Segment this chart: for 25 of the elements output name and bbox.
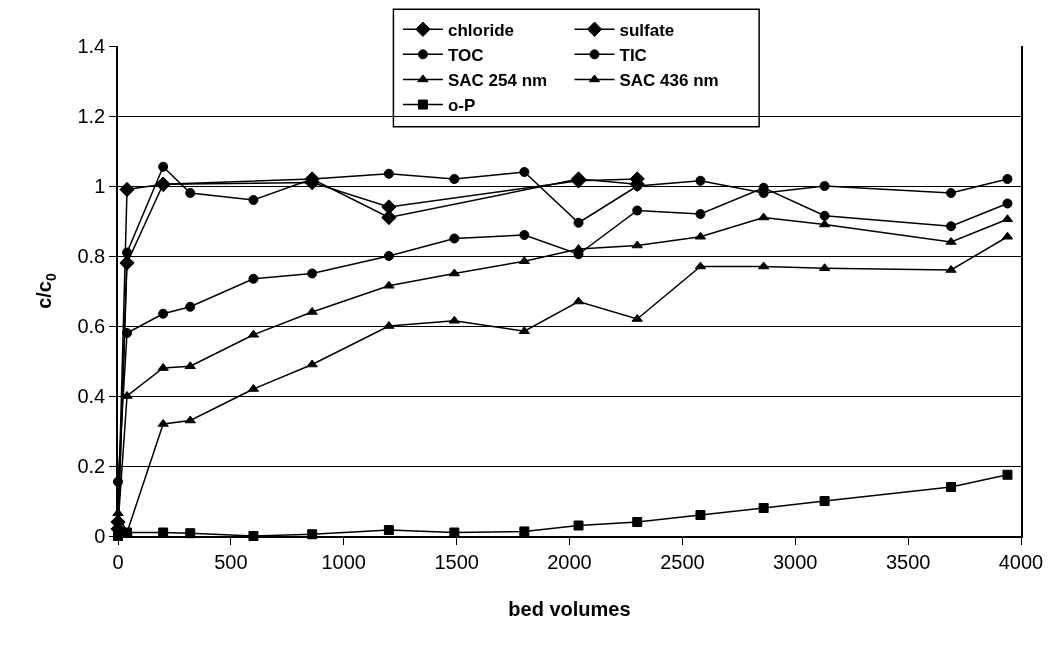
y-tick-label: 1.2 (77, 105, 106, 127)
x-tick-label: 4000 (998, 550, 1044, 573)
x-axis-title: bed volumes (508, 597, 631, 620)
x-tick-label: 500 (214, 550, 248, 573)
x-tick-label: 2500 (660, 550, 705, 573)
x-tick-label: 0 (112, 550, 124, 573)
legend-label: o-P (447, 96, 476, 116)
y-tick-label: 0.2 (77, 455, 106, 477)
y-tick-label: 0.6 (77, 315, 106, 337)
legend-label: TOC (447, 45, 484, 65)
x-tick-label: 1000 (321, 550, 366, 573)
x-tick-label: 3500 (885, 550, 931, 573)
y-tick-label: 1 (94, 175, 106, 197)
y-tick-label: 1.4 (77, 35, 106, 57)
legend-label: sulfate (619, 20, 675, 40)
y-tick-label: 0.4 (77, 385, 106, 407)
legend-label: SAC 254 nm (447, 71, 548, 91)
legend-label: chloride (447, 20, 515, 40)
legend-label: SAC 436 nm (619, 71, 719, 91)
x-tick-label: 3000 (773, 550, 818, 573)
x-tick-label: 1500 (434, 550, 479, 573)
y-tick-label: 0 (94, 525, 106, 547)
x-tick-label: 2000 (547, 550, 592, 573)
legend-label: TIC (619, 45, 647, 65)
y-tick-label: 0.8 (77, 245, 106, 267)
